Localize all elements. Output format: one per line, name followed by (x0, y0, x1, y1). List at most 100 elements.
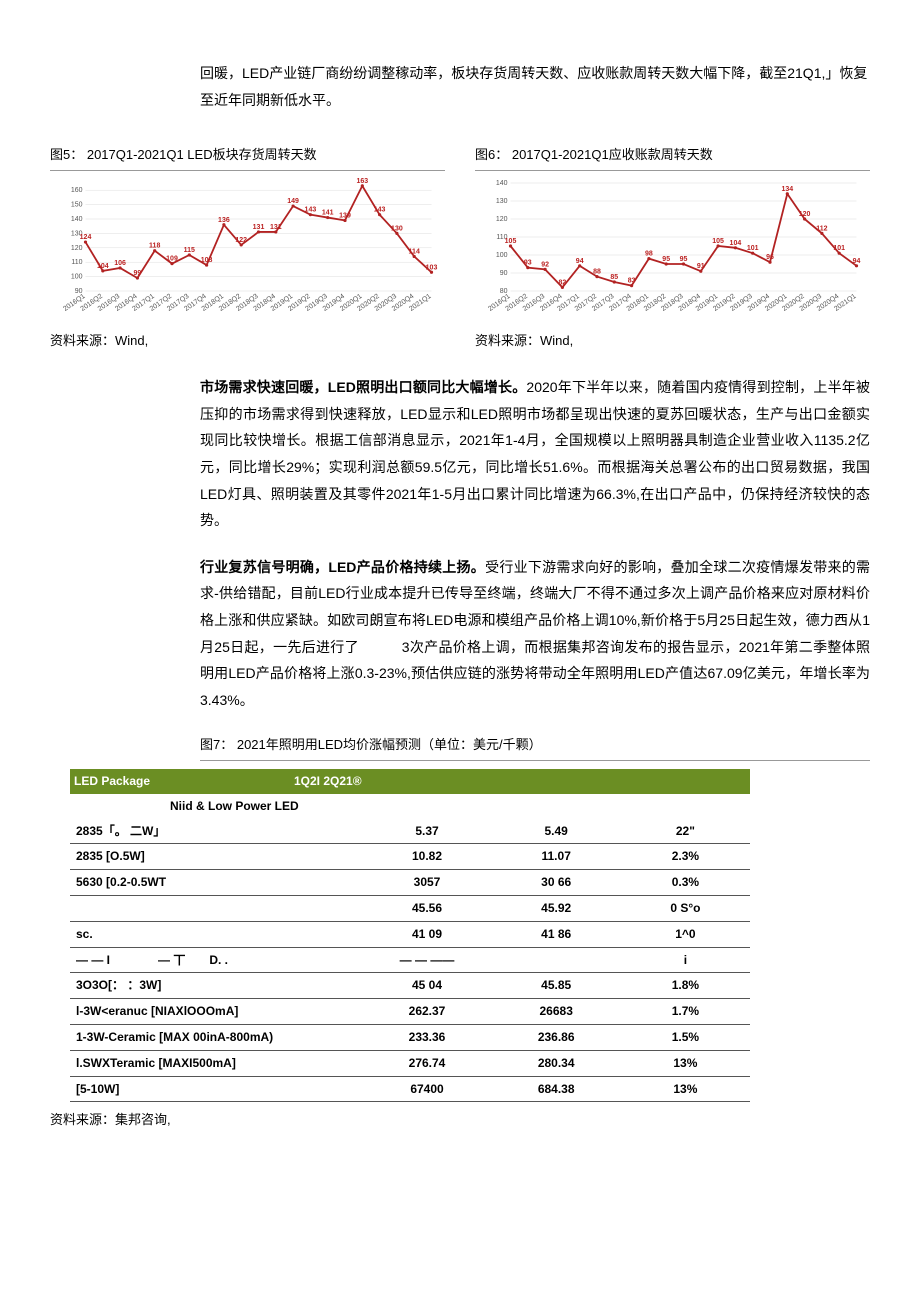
table-row: — — I — 丅 D. .— — ——i (70, 947, 750, 973)
table-row: l.SWXTeramic [MAXI500mA]276.74280.3413% (70, 1050, 750, 1076)
table-source: 资料来源：集邦咨询, (50, 1108, 870, 1133)
table-cell: 67400 (362, 1076, 491, 1102)
svg-text:124: 124 (80, 234, 92, 241)
svg-text:131: 131 (270, 224, 282, 231)
table-cell: 10.82 (362, 844, 491, 870)
chart-source-row: 资料来源：Wind, 资料来源：Wind, (50, 329, 870, 354)
table7-title: 图7： 2021年照明用LED均价涨幅预测（单位：美元/千颗） (200, 733, 870, 761)
table-cell: l.SWXTeramic [MAXI500mA] (70, 1050, 362, 1076)
table-cell: 30 66 (492, 870, 621, 896)
table-cell: 45 04 (362, 973, 491, 999)
chart6-source: 资料来源：Wind, (475, 329, 870, 354)
table-cell: 1^0 (621, 921, 750, 947)
table-cell (70, 895, 362, 921)
svg-text:120: 120 (71, 245, 83, 252)
svg-text:141: 141 (322, 209, 334, 216)
intro-paragraph: 回暖，LED产业链厂商纷纷调整稼动率，板块存货周转天数、应收账款周转天数大幅下降… (200, 60, 870, 113)
table-cell: 1.7% (621, 999, 750, 1025)
table-cell: 45.56 (362, 895, 491, 921)
table-header-right: 1Q2I 2Q21® (294, 770, 362, 793)
svg-text:109: 109 (166, 256, 178, 263)
svg-text:163: 163 (356, 178, 368, 185)
svg-text:136: 136 (218, 217, 230, 224)
svg-text:114: 114 (409, 248, 420, 255)
table-cell: 684.38 (492, 1076, 621, 1102)
svg-text:91: 91 (697, 263, 705, 270)
svg-text:95: 95 (680, 256, 688, 263)
table-cell: 41 86 (492, 921, 621, 947)
price-table-wrap: LED Package 1Q2I 2Q21® Niid & Low Power … (70, 769, 750, 1102)
chart5-source: 资料来源：Wind, (50, 329, 445, 354)
svg-text:105: 105 (712, 238, 724, 245)
svg-text:103: 103 (426, 264, 438, 271)
table-row: 3O3O[： ：3W]45 0445.851.8% (70, 973, 750, 999)
svg-text:112: 112 (816, 225, 827, 232)
table-cell: i (621, 947, 750, 973)
table-cell: 5630 [0.2-0.5WT (70, 870, 362, 896)
table-cell: — — —— (362, 947, 491, 973)
table-row: l-3W<eranuc [NIAXlOOOmA]262.37266831.7% (70, 999, 750, 1025)
svg-text:160: 160 (71, 187, 83, 194)
chart5-block: 图5： 2017Q1-2021Q1 LED板块存货周转天数 9010011012… (50, 143, 445, 323)
table-cell: 5.49 (492, 819, 621, 844)
svg-text:115: 115 (184, 247, 195, 254)
svg-text:96: 96 (766, 254, 774, 261)
svg-text:131: 131 (253, 224, 265, 231)
table-cell: 41 09 (362, 921, 491, 947)
chart5-svg: 901001101201301401501602016Q12016Q22016Q… (50, 175, 445, 315)
table-header: LED Package 1Q2I 2Q21® (70, 769, 750, 794)
table-cell: 2835「。 二W」 (70, 819, 362, 844)
table-cell: 13% (621, 1050, 750, 1076)
svg-text:149: 149 (287, 198, 299, 205)
svg-text:93: 93 (524, 259, 532, 266)
table-cell: 13% (621, 1076, 750, 1102)
paragraph-1: 市场需求快速回暖，LED照明出口额同比大幅增长。2020年下半年以来，随着国内疫… (200, 374, 870, 534)
table-cell: 2.3% (621, 844, 750, 870)
svg-text:118: 118 (149, 243, 160, 250)
svg-text:143: 143 (305, 207, 317, 214)
svg-text:101: 101 (833, 245, 845, 252)
table-cell: [5-10W] (70, 1076, 362, 1102)
svg-text:85: 85 (610, 274, 618, 281)
svg-text:83: 83 (628, 277, 636, 284)
svg-text:88: 88 (593, 268, 601, 275)
svg-text:130: 130 (496, 198, 508, 205)
svg-text:120: 120 (496, 216, 508, 223)
table-cell: 233.36 (362, 1024, 491, 1050)
table-cell: 22" (621, 819, 750, 844)
table-cell: 3O3O[： ：3W] (70, 973, 362, 999)
svg-text:105: 105 (505, 238, 517, 245)
svg-text:139: 139 (339, 212, 351, 219)
para1-bold: 市场需求快速回暖，LED照明出口额同比大幅增长。 (200, 379, 526, 395)
para2-bold: 行业复苏信号明确，LED产品价格持续上扬。 (200, 559, 485, 575)
svg-text:104: 104 (97, 263, 109, 270)
table-subhead: Niid & Low Power LED (70, 794, 750, 819)
svg-text:120: 120 (799, 211, 811, 218)
table-cell: 1.8% (621, 973, 750, 999)
table-header-left: LED Package (74, 770, 294, 793)
table-row: 45.5645.920 S°o (70, 895, 750, 921)
svg-text:104: 104 (730, 240, 742, 247)
table-cell: 262.37 (362, 999, 491, 1025)
table-cell: 1.5% (621, 1024, 750, 1050)
svg-text:108: 108 (201, 257, 213, 264)
svg-text:101: 101 (747, 245, 759, 252)
chart6-title: 图6： 2017Q1-2021Q1应收账款周转天数 (475, 143, 870, 171)
para1-rest: 2020年下半年以来，随着国内疫情得到控制，上半年被压抑的市场需求得到快速释放，… (200, 379, 870, 528)
svg-text:143: 143 (374, 207, 386, 214)
chart6-svg: 80901001101201301402016Q12016Q22016Q3201… (475, 175, 870, 315)
table-row: 2835 [O.5W]10.8211.072.3% (70, 844, 750, 870)
table-cell: 3057 (362, 870, 491, 896)
table-cell: 236.86 (492, 1024, 621, 1050)
svg-text:99: 99 (134, 270, 142, 277)
svg-text:150: 150 (71, 201, 83, 208)
table-cell: 11.07 (492, 844, 621, 870)
chart5-title: 图5： 2017Q1-2021Q1 LED板块存货周转天数 (50, 143, 445, 171)
table-cell: 45.92 (492, 895, 621, 921)
paragraph-2: 行业复苏信号明确，LED产品价格持续上扬。受行业下游需求向好的影响，叠加全球二次… (200, 554, 870, 714)
svg-text:82: 82 (559, 279, 567, 286)
chart6-block: 图6： 2017Q1-2021Q1应收账款周转天数 80901001101201… (475, 143, 870, 323)
charts-row: 图5： 2017Q1-2021Q1 LED板块存货周转天数 9010011012… (50, 143, 870, 323)
table-cell: 45.85 (492, 973, 621, 999)
svg-text:106: 106 (114, 260, 126, 267)
